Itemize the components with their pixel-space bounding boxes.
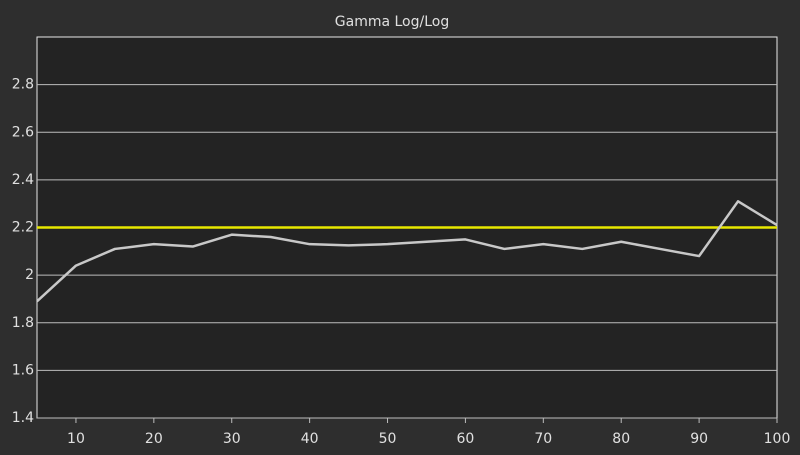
- x-tick-label: 70: [534, 431, 552, 447]
- y-tick-label: 2.6: [12, 124, 34, 140]
- y-tick-label: 2.4: [12, 172, 34, 188]
- y-tick-label: 1.8: [12, 315, 34, 331]
- x-tick-label: 20: [145, 431, 163, 447]
- y-tick-label: 2: [25, 267, 34, 283]
- x-tick-label: 40: [301, 431, 319, 447]
- y-tick-label: 1.6: [12, 362, 34, 378]
- x-tick-label: 50: [379, 431, 397, 447]
- x-tick-label: 90: [690, 431, 708, 447]
- x-tick-label: 30: [223, 431, 241, 447]
- chart-title: Gamma Log/Log: [335, 14, 449, 30]
- y-tick-label: 2.8: [12, 77, 34, 93]
- x-tick-label: 10: [67, 431, 85, 447]
- series-line: [36, 200, 778, 303]
- y-tick-label: 1.4: [12, 410, 34, 426]
- x-tick-label: 100: [764, 431, 791, 447]
- x-tick-label: 60: [457, 431, 475, 447]
- y-tick-label: 2.2: [12, 220, 34, 236]
- x-tick-label: 80: [612, 431, 630, 447]
